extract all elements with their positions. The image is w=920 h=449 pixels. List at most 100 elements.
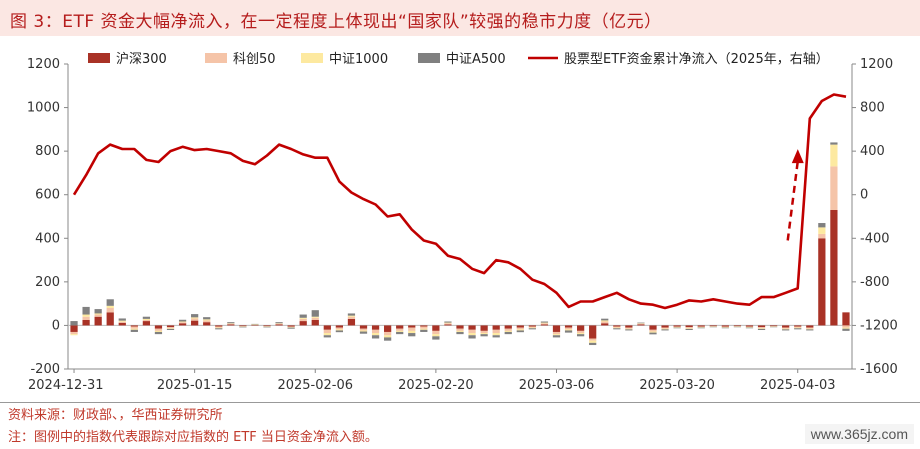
bar-segment xyxy=(432,330,440,335)
bar-segment xyxy=(420,325,428,327)
bar-segment xyxy=(154,330,163,332)
bar-segment xyxy=(154,325,163,329)
bar-segment xyxy=(70,334,78,336)
bar-segment xyxy=(757,328,766,331)
bar-segment xyxy=(263,326,271,327)
bar-segment xyxy=(830,166,838,210)
bar-segment xyxy=(335,329,344,331)
left-tick-label: 200 xyxy=(35,275,60,290)
bar-segment xyxy=(118,322,126,326)
bar-segment xyxy=(601,318,609,321)
bar-segment xyxy=(371,325,380,330)
bar-segment xyxy=(323,325,331,330)
source-note: 资料来源：财政部、，华西证券研究所 xyxy=(8,408,223,423)
bar-segment xyxy=(709,326,717,328)
bar-segment xyxy=(371,329,380,334)
bar-segment xyxy=(492,335,500,338)
bar-segment xyxy=(203,322,211,326)
bar-segment xyxy=(709,326,717,327)
bar-segment xyxy=(842,312,850,326)
bar-segment xyxy=(384,335,392,338)
bar-segment xyxy=(203,317,211,320)
bar-segment xyxy=(251,323,259,325)
legend-swatch xyxy=(418,53,440,63)
bar-segment xyxy=(251,324,259,325)
bar-segment xyxy=(384,337,392,341)
bar-segment xyxy=(227,322,235,324)
x-tick-label: 2025-02-06 xyxy=(277,378,353,393)
left-tick-label: 1200 xyxy=(27,57,60,72)
legend-swatch xyxy=(301,53,323,63)
bar-segment xyxy=(118,321,126,323)
bar-segment xyxy=(420,329,428,332)
bar-segment xyxy=(82,316,90,320)
bar-segment xyxy=(311,310,319,317)
bar-segment xyxy=(552,331,561,335)
bar-segment xyxy=(516,330,524,333)
left-tick-label: 400 xyxy=(35,231,60,246)
bar-segment xyxy=(745,327,754,328)
bar-segment xyxy=(721,327,729,329)
bar-segment xyxy=(576,330,585,334)
bar-segment xyxy=(335,330,344,333)
bar-segment xyxy=(685,328,693,329)
right-tick-label: -800 xyxy=(860,275,890,290)
bar-segment xyxy=(769,326,778,328)
bar-segment xyxy=(806,328,814,330)
right-tick-label: 1200 xyxy=(860,57,893,72)
bar-segment xyxy=(311,316,319,318)
bar-segment xyxy=(492,325,500,330)
bar-segment xyxy=(396,331,404,335)
bar-segment xyxy=(806,329,814,331)
bar-segment xyxy=(468,335,476,339)
bar-segment xyxy=(347,316,356,319)
bar-segment xyxy=(106,308,114,313)
bar-segment xyxy=(540,322,549,324)
bar-segment xyxy=(649,325,657,330)
bar-segment xyxy=(745,326,754,328)
bar-segment xyxy=(516,327,524,330)
bar-segment xyxy=(227,323,235,325)
bar-segment xyxy=(468,329,476,334)
title-bar: 图 3：ETF 资金大幅净流入，在一定程度上体现出“国家队”较强的稳市力度（亿元… xyxy=(0,0,920,36)
bar-segment xyxy=(818,223,826,228)
bar-segment xyxy=(625,327,633,329)
bar-segment xyxy=(215,326,223,328)
bar-segment xyxy=(191,317,199,319)
bar-segment xyxy=(94,316,102,326)
bar-segment xyxy=(649,331,657,333)
bar-segment xyxy=(468,325,476,330)
bar-segment xyxy=(275,322,283,324)
bar-segment xyxy=(154,328,163,331)
bar-segment xyxy=(359,328,368,331)
bar-segment xyxy=(697,325,705,327)
bar-segment xyxy=(794,325,802,327)
bar-segment xyxy=(685,325,693,328)
bar-segment xyxy=(287,327,295,328)
bar-segment xyxy=(818,227,826,234)
bar-segment xyxy=(818,233,826,239)
bar-segment xyxy=(335,325,344,328)
bar-segment xyxy=(697,327,705,328)
bar-segment xyxy=(94,309,102,314)
bar-segment xyxy=(323,329,331,334)
bar-segment xyxy=(625,328,633,330)
x-tick-label: 2025-01-15 xyxy=(157,378,233,393)
bar-segment xyxy=(106,305,114,308)
bar-segment xyxy=(601,321,609,324)
bar-segment xyxy=(649,332,657,335)
bar-segment xyxy=(444,321,452,323)
bar-segment xyxy=(842,327,850,329)
bar-segment xyxy=(540,321,549,323)
bar-segment xyxy=(613,325,621,327)
bar-segment xyxy=(480,334,488,337)
bar-segment xyxy=(396,328,404,331)
bar-segment xyxy=(299,314,307,318)
bar-segment xyxy=(769,325,778,327)
bar-segment xyxy=(721,326,729,328)
right-tick-label: -400 xyxy=(860,231,890,246)
bar-segment xyxy=(287,327,295,329)
right-tick-label: -1200 xyxy=(860,318,898,333)
bar-segment xyxy=(408,333,416,337)
footer-divider xyxy=(0,402,920,403)
